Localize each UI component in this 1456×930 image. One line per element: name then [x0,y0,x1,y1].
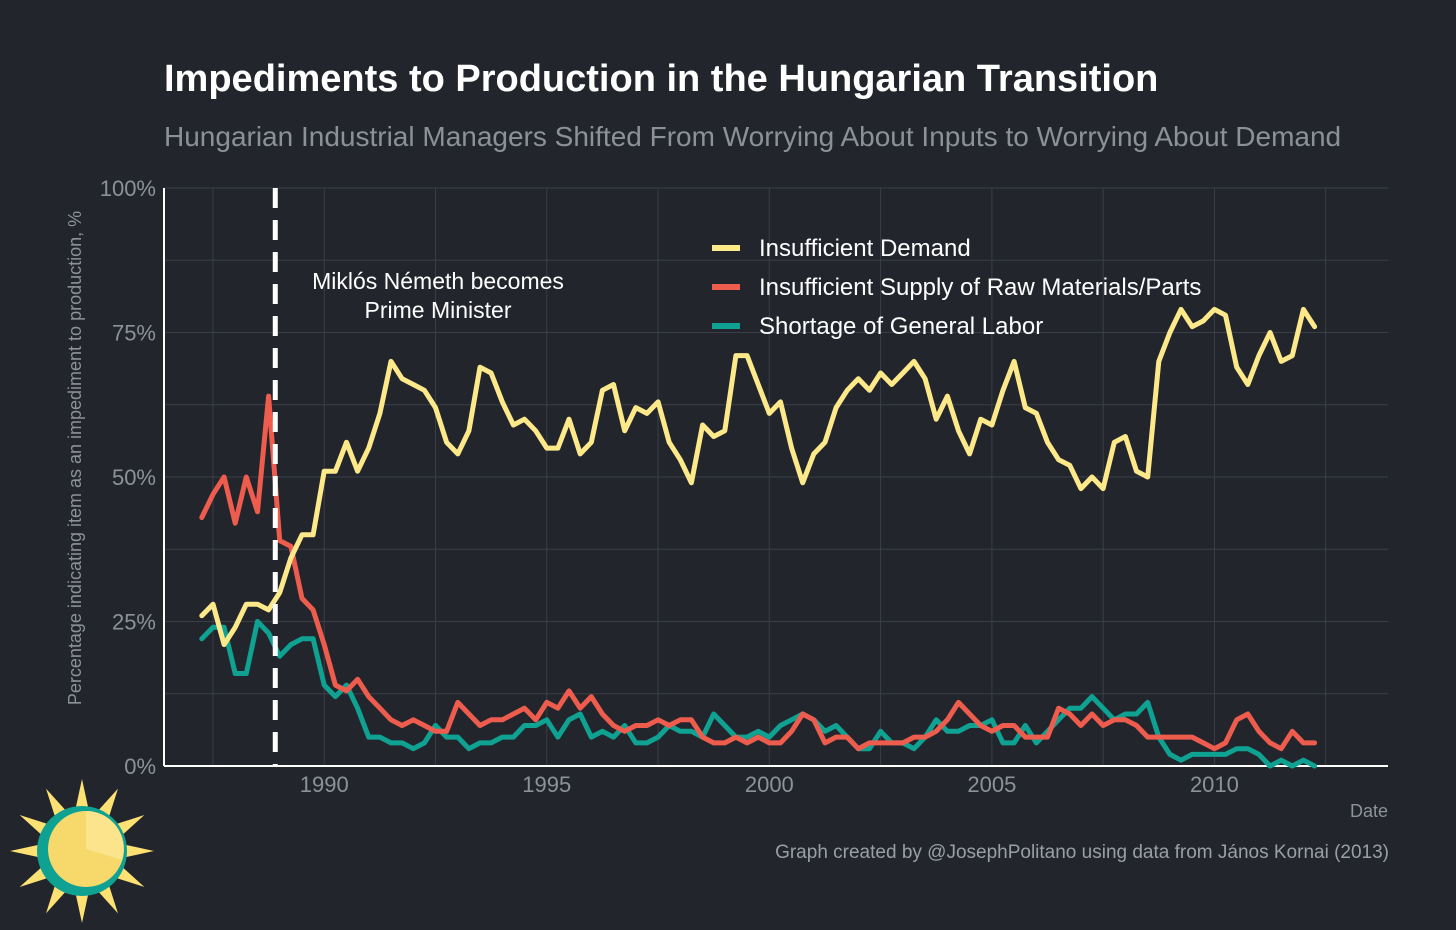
annotation-text-line: Miklós Németh becomes [312,268,564,294]
x-axis-label: Date [1350,801,1388,821]
sun-ray [75,894,89,923]
chart-title: Impediments to Production in the Hungari… [164,58,1159,100]
sun-ray [98,788,118,817]
sun-ray [125,844,154,858]
series-lines [199,306,1318,769]
x-axis-ticks: 1990 1995 2000 2005 2010 [300,772,1239,797]
sun-logo-icon [10,779,154,923]
annotation-group: Miklós Németh becomes Prime Minister [272,188,564,766]
y-tick-label: 0% [124,754,156,779]
sun-ray [10,844,39,858]
y-tick-label: 50% [112,465,156,490]
y-axis-label: Percentage indicating item as an impedim… [65,211,85,705]
y-axis-ticks: 0% 25% 50% 75% 100% [100,176,156,779]
axes [163,188,1388,767]
legend-label: Shortage of General Labor [759,313,1043,340]
legend-label: Insufficient Supply of Raw Materials/Par… [759,274,1201,301]
sun-ray [19,815,48,835]
sun-ray [116,867,145,887]
y-tick-label: 100% [100,176,156,201]
sun-ray [116,815,145,835]
x-tick-label: 2010 [1190,772,1239,797]
x-tick-label: 2000 [745,772,794,797]
grid-lines [164,187,1388,766]
x-tick-label: 2005 [967,772,1016,797]
source-credit: Graph created by @JosephPolitano using d… [775,842,1389,863]
x-tick-label: 1995 [522,772,571,797]
y-tick-label: 75% [112,321,156,346]
sun-ray [46,788,66,817]
series-line-1 [199,306,1318,648]
sun-ray [19,867,48,887]
legend-label: Insufficient Demand [759,235,971,262]
chart-subtitle: Hungarian Industrial Managers Shifted Fr… [164,121,1342,152]
sun-ray [46,885,66,914]
annotation-text-line: Prime Minister [365,297,512,323]
legend: Insufficient Demand Insufficient Supply o… [712,235,1201,340]
series-line-3 [199,619,1318,769]
series-line-2 [199,393,1318,752]
x-tick-label: 1990 [300,772,349,797]
sun-ray [98,885,118,914]
sun-ray [75,779,89,808]
y-tick-label: 25% [112,610,156,635]
